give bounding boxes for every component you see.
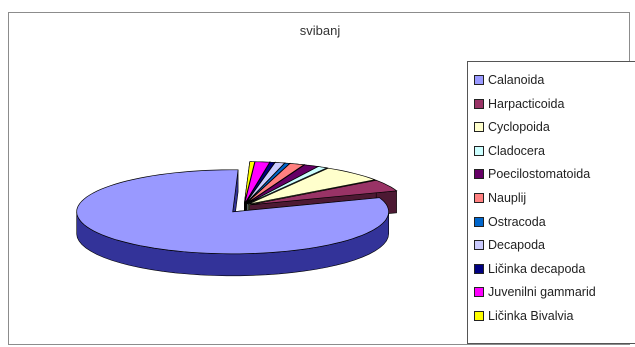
legend-swatch — [474, 122, 484, 133]
legend-item: Ličinka decapoda — [474, 259, 585, 279]
legend-swatch — [474, 193, 484, 203]
legend-label: Cladocera — [488, 143, 545, 158]
legend-swatch — [474, 169, 484, 180]
legend-swatch — [474, 145, 484, 156]
pie-slice-cladocera — [246, 166, 329, 205]
legend-item: Juvenilni gammarid — [474, 282, 596, 302]
legend-label: Nauplij — [488, 191, 527, 205]
pie-slice-poecilostomatoida — [246, 164, 320, 205]
pie-chart — [76, 161, 398, 277]
legend-label: Calanoida — [488, 73, 545, 87]
pie-slice-harpacticoida — [249, 179, 398, 206]
legend-swatch — [474, 240, 484, 251]
legend-item: Nauplij — [474, 188, 526, 208]
legend-item: Ostracoda — [474, 212, 546, 232]
legend-item: Decapoda — [474, 235, 545, 255]
legend-swatch — [474, 98, 484, 109]
legend-item: Ličinka Bivalvia — [474, 306, 573, 326]
chart-frame: svibanj Calanoida Harpacticoida Cyclopoida… — [8, 12, 635, 345]
legend-label: Ličinka Bivalvia — [488, 309, 574, 323]
pie-slice-cyclopoida — [248, 167, 377, 205]
legend-item: Cladocera — [474, 141, 545, 161]
pie-slice-nauplij — [245, 163, 306, 204]
legend-item: Cyclopoida — [474, 117, 550, 137]
pie-slice-juvenilni-gammarid — [244, 161, 271, 204]
legend-label: Ličinka decapoda — [488, 261, 586, 276]
legend-label: Ostracoda — [488, 214, 546, 229]
legend-swatch — [474, 75, 484, 85]
legend-item: Calanoida — [474, 70, 544, 90]
legend-swatch — [474, 311, 484, 321]
legend-label: Decapoda — [488, 238, 545, 253]
legend-label: Juvenilni gammarid — [488, 285, 596, 300]
chart-title: svibanj — [299, 23, 341, 38]
pie-slice-li-inka-bivalvia — [243, 161, 256, 204]
legend-item: Harpacticoida — [474, 94, 564, 114]
legend-label: Harpacticoida — [488, 96, 565, 111]
legend-swatch — [474, 263, 484, 274]
legend-swatch — [474, 287, 484, 298]
legend-label: Poecilostomatoida — [488, 167, 591, 182]
legend-label: Cyclopoida — [488, 120, 550, 135]
legend-swatch — [474, 216, 484, 227]
pie-slice-calanoida — [76, 169, 389, 255]
chart-legend: Calanoida Harpacticoida Cyclopoida Cladocer… — [467, 61, 635, 344]
legend-item: Poecilostomatoida — [474, 164, 590, 184]
